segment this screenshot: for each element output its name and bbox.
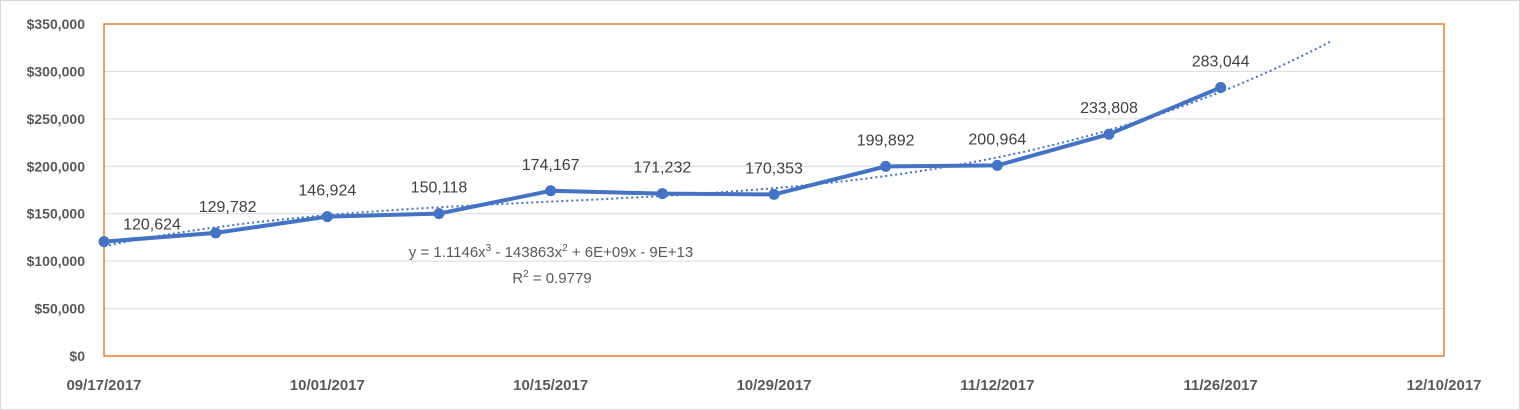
y-tick-label: $100,000	[27, 253, 86, 269]
data-point	[321, 211, 333, 223]
y-tick-label: $300,000	[27, 63, 86, 79]
trendline-equation: y = 1.1146x3 - 143863x2 + 6E+09x - 9E+13	[409, 243, 693, 261]
y-tick-label: $250,000	[27, 111, 86, 127]
y-tick-label: $0	[69, 348, 85, 364]
data-point	[98, 236, 110, 248]
y-tick-label: $350,000	[27, 16, 86, 32]
y-tick-label: $50,000	[34, 301, 85, 317]
data-point	[768, 188, 780, 200]
data-point	[880, 160, 892, 172]
data-label: 150,118	[411, 180, 468, 197]
x-tick-label: 11/12/2017	[960, 377, 1034, 394]
data-points	[98, 82, 1227, 248]
y-tick-label: $150,000	[27, 206, 86, 222]
data-point	[656, 188, 668, 200]
data-label: 146,924	[298, 183, 356, 200]
data-point	[1215, 82, 1227, 94]
data-label: 171,232	[633, 160, 691, 177]
data-point	[210, 227, 222, 239]
x-tick-label: 09/17/2017	[66, 377, 141, 394]
plot-area-border	[103, 23, 1445, 357]
data-point	[545, 185, 557, 197]
trendline	[103, 39, 1333, 248]
x-tick-label: 12/10/2017	[1406, 377, 1481, 394]
x-tick-label: 10/15/2017	[513, 377, 588, 394]
y-tick-label: $200,000	[27, 158, 86, 174]
data-label: 174,167	[522, 157, 580, 174]
x-tick-label: 11/26/2017	[1184, 377, 1258, 394]
data-label: 233,808	[1080, 100, 1138, 117]
x-axis-ticks: 09/17/2017 10/01/2017 10/15/2017 10/29/2017…	[66, 377, 1481, 394]
data-label: 283,044	[1192, 54, 1250, 71]
data-labels: 120,624 129,782 146,924 150,118 174,167 171,2…	[123, 54, 1250, 234]
data-point	[433, 208, 445, 220]
trendline-r-squared: R2 = 0.9779	[512, 269, 591, 287]
data-point	[991, 159, 1003, 171]
y-axis-ticks: $0 $50,000 $100,000 $150,000 $200,000 $250,00…	[27, 16, 86, 364]
data-point	[1103, 128, 1115, 140]
x-tick-label: 10/29/2017	[736, 377, 811, 394]
data-label: 199,892	[857, 132, 915, 149]
data-label: 200,964	[968, 131, 1026, 148]
x-tick-label: 10/01/2017	[290, 377, 365, 394]
data-label: 129,782	[199, 199, 257, 216]
data-label: 120,624	[123, 217, 181, 234]
data-label: 170,353	[745, 160, 803, 177]
